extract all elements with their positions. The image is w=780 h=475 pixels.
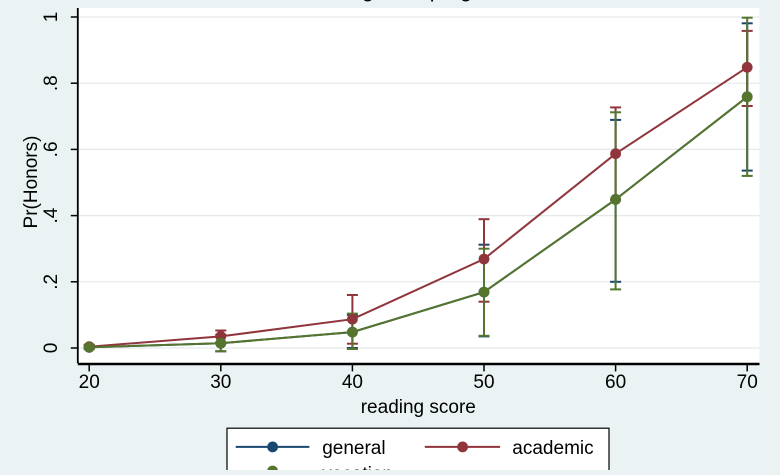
svg-text:50: 50 [473, 372, 494, 393]
svg-text:Pr(Honors): Pr(Honors) [21, 136, 42, 229]
svg-text:general: general [322, 438, 385, 459]
svg-text:vocation: vocation [322, 464, 393, 470]
svg-text:.6: .6 [41, 141, 62, 157]
svg-text:Predictive Margins of prog wit: Predictive Margins of prog with 95% CIs [228, 0, 600, 2]
svg-text:40: 40 [342, 372, 363, 393]
svg-text:20: 20 [79, 372, 100, 393]
svg-text:0: 0 [41, 343, 62, 354]
svg-text:1: 1 [41, 12, 62, 23]
svg-text:academic: academic [512, 438, 593, 459]
svg-text:.2: .2 [41, 274, 62, 290]
svg-text:30: 30 [210, 372, 231, 393]
svg-text:70: 70 [737, 372, 758, 393]
svg-text:60: 60 [605, 372, 626, 393]
svg-text:reading score: reading score [361, 397, 476, 418]
svg-text:.4: .4 [41, 207, 62, 223]
svg-text:.8: .8 [41, 75, 62, 91]
